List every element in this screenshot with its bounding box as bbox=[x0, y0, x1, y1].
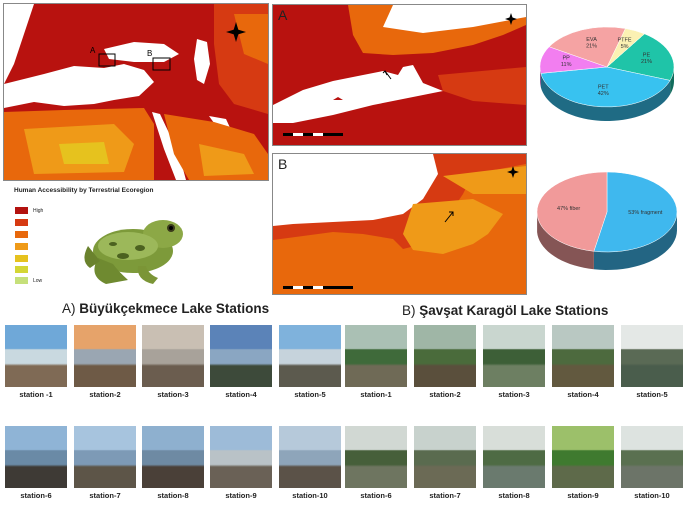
section_b-station-photo-8 bbox=[483, 426, 545, 488]
pie-slice-side bbox=[540, 73, 671, 121]
section_a-station-label-10: station-10 bbox=[292, 491, 328, 500]
legend-swatch-6 bbox=[15, 266, 28, 273]
section_a-station-label-5: station-5 bbox=[294, 390, 326, 399]
legend-swatch-1 bbox=[15, 207, 28, 214]
legend-swatch-3 bbox=[15, 231, 28, 238]
section_a-station-photo-3 bbox=[142, 325, 204, 387]
north-arrow-icon bbox=[226, 22, 246, 42]
legend-swatch-4 bbox=[15, 243, 28, 250]
map-b-north-arrow-icon bbox=[507, 166, 519, 178]
section_b-station-photo-3 bbox=[483, 325, 545, 387]
section_a-station-label-9: station-9 bbox=[225, 491, 257, 500]
pie-slice-ptfe bbox=[606, 28, 645, 68]
section_b-station-label-2: station-2 bbox=[429, 390, 461, 399]
pie-slice-fragment bbox=[593, 171, 678, 253]
legend-low-label: Low bbox=[33, 278, 43, 284]
section_b-station-label-3: station-3 bbox=[498, 390, 530, 399]
section_a-station-photo-9 bbox=[210, 426, 272, 488]
section_a-station-photo-8 bbox=[142, 426, 204, 488]
section_b-station-photo-7 bbox=[414, 426, 476, 488]
section_a-station-photo-2 bbox=[74, 325, 136, 387]
pie-label-fiber: 47% fiber bbox=[557, 206, 580, 212]
section_b-station-photo-9 bbox=[552, 426, 614, 488]
map-a-graphic bbox=[273, 5, 526, 145]
section_a-station-photo-6 bbox=[5, 426, 67, 488]
pie-slice-eva bbox=[548, 26, 626, 68]
section_b-station-label-1: station-1 bbox=[360, 390, 392, 399]
section_b-station-photo-5 bbox=[621, 325, 683, 387]
section_a-station-photo-7 bbox=[74, 426, 136, 488]
pie-slice-fiber bbox=[536, 171, 608, 252]
overview-map: A B bbox=[3, 3, 269, 181]
section_b-station-label-5: station-5 bbox=[636, 390, 668, 399]
section_b-station-label-4: station-4 bbox=[567, 390, 599, 399]
legend-high-label: High bbox=[33, 208, 44, 214]
polymer-pie-chart: PE 21% PET 42% PP 11% EVA 21% PTFE 5% bbox=[539, 26, 675, 121]
frog-photo bbox=[78, 206, 193, 288]
section_b-station-label-6: station-6 bbox=[360, 491, 392, 500]
section_a-station-label-4: station-4 bbox=[225, 390, 257, 399]
section_a-station-label-7: station-7 bbox=[89, 491, 121, 500]
inset-b-label: B bbox=[147, 49, 153, 58]
pie-slice-pet bbox=[540, 66, 671, 108]
section_a-station-photo-4 bbox=[210, 325, 272, 387]
legend-swatch-5 bbox=[15, 255, 28, 262]
shape-pie-chart: 53% fragment 47% fiber bbox=[536, 171, 678, 270]
section_b-station-label-8: station-8 bbox=[498, 491, 530, 500]
section_a-station-photo-5 bbox=[279, 325, 341, 387]
section_b-station-photo-2 bbox=[414, 325, 476, 387]
section_b-station-label-9: station-9 bbox=[567, 491, 599, 500]
pie-slice-pe bbox=[606, 33, 675, 81]
pie-slice-side bbox=[537, 214, 594, 270]
section_b-station-label-10: station-10 bbox=[634, 491, 670, 500]
pie-label-pe: PE 21% bbox=[641, 52, 652, 64]
section-b-title-text: Şavşat Karagöl Lake Stations bbox=[419, 303, 609, 318]
pie-slice-side bbox=[593, 212, 677, 270]
section_a-station-label-2: station-2 bbox=[89, 390, 121, 399]
inset-a-label: A bbox=[90, 46, 96, 55]
map-b-letter: B bbox=[278, 156, 288, 172]
section-b-prefix: B) bbox=[402, 303, 416, 318]
map-a: A bbox=[272, 4, 527, 146]
section_a-station-photo-10 bbox=[279, 426, 341, 488]
section-a-title: A) Büyükçekmece Lake Stations bbox=[62, 301, 269, 316]
map-a-letter: A bbox=[278, 7, 288, 23]
section-b-title: B) Şavşat Karagöl Lake Stations bbox=[402, 303, 608, 318]
section_b-station-photo-6 bbox=[345, 426, 407, 488]
section_b-station-photo-1 bbox=[345, 325, 407, 387]
pie-label-fragment: 53% fragment bbox=[628, 210, 663, 216]
pie-label-pp: PP 11% bbox=[561, 55, 572, 67]
section_b-station-label-7: station-7 bbox=[429, 491, 461, 500]
pie-label-pet: PET 42% bbox=[598, 85, 609, 98]
section-a-prefix: A) bbox=[62, 301, 76, 316]
section_a-station-label-3: station-3 bbox=[157, 390, 189, 399]
legend-title: Human Accessibility by Terrestrial Ecore… bbox=[14, 187, 154, 194]
section_b-station-photo-4 bbox=[552, 325, 614, 387]
section_a-station-label-1: station -1 bbox=[19, 390, 53, 399]
map-b: B bbox=[272, 153, 527, 295]
overview-map-graphic bbox=[4, 4, 268, 180]
legend-swatch-2 bbox=[15, 219, 28, 226]
pie-label-eva: EVA 21% bbox=[586, 37, 597, 50]
legend-swatch-7 bbox=[15, 277, 28, 284]
section_b-station-photo-10 bbox=[621, 426, 683, 488]
section-a-title-text: Büyükçekmece Lake Stations bbox=[79, 301, 270, 316]
map-a-north-arrow-icon bbox=[505, 13, 517, 25]
section_a-station-label-6: station-6 bbox=[20, 491, 52, 500]
section_a-station-label-8: station-8 bbox=[157, 491, 189, 500]
map-b-graphic bbox=[273, 154, 526, 294]
section_a-station-photo-1 bbox=[5, 325, 67, 387]
pie-label-ptfe: PTFE 5% bbox=[618, 38, 632, 51]
